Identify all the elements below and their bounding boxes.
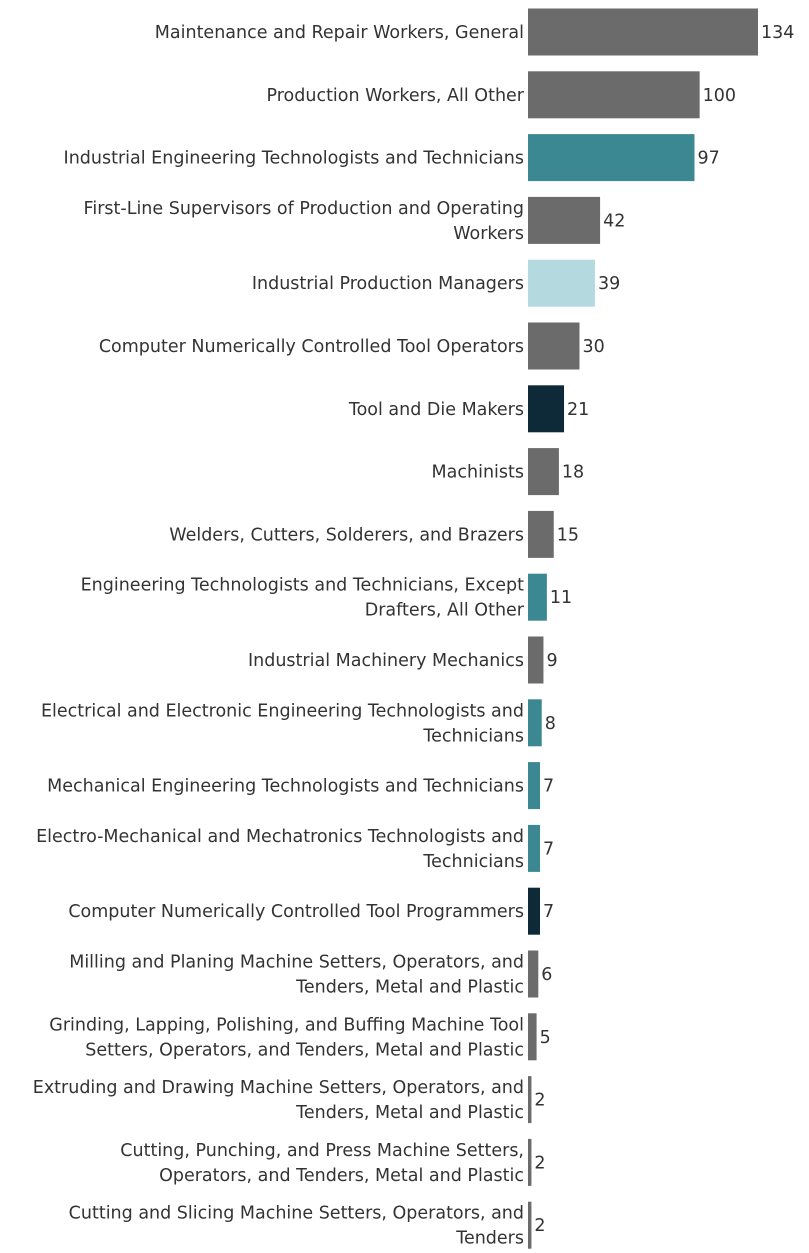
category-label-line: Electrical and Electronic Engineering Te… (41, 701, 524, 721)
category-label: Computer Numerically Controlled Tool Pro… (68, 902, 524, 922)
category-label: Industrial Machinery Mechanics (248, 651, 524, 671)
value-label: 7 (543, 777, 554, 797)
value-label: 9 (546, 651, 557, 671)
category-label: Mechanical Engineering Technologists and… (47, 777, 524, 797)
bar (528, 510, 554, 558)
bar (528, 950, 539, 998)
bar (528, 1138, 532, 1186)
category-label-line: Welders, Cutters, Solderers, and Brazers (169, 525, 524, 545)
category-label-line: Cutting and Slicing Machine Setters, Ope… (69, 1204, 524, 1224)
category-label-line: Industrial Engineering Technologists and… (64, 149, 524, 169)
category-label-line: Machinists (432, 463, 524, 483)
category-label-line: Mechanical Engineering Technologists and… (47, 777, 524, 797)
value-labels: 134 100 97 42 39 30 21 18 15 11 9 8 7 7 7 6 5 2 2 2 (534, 23, 794, 1236)
category-label: Electro-Mechanical and Mechatronics Tech… (36, 827, 524, 872)
category-label-line: Extruding and Drawing Machine Setters, O… (33, 1078, 524, 1098)
category-label: Machinists (432, 463, 524, 483)
bar (528, 636, 544, 684)
value-label: 100 (703, 86, 736, 106)
category-label-line: Industrial Production Managers (252, 274, 524, 294)
category-label: Welders, Cutters, Solderers, and Brazers (169, 525, 524, 545)
bar (528, 448, 559, 496)
category-label-line: Workers (453, 224, 524, 244)
bar (528, 385, 565, 433)
category-label: Milling and Planing Machine Setters, Ope… (69, 953, 524, 998)
value-label: 134 (761, 23, 794, 43)
value-label: 2 (534, 1091, 545, 1111)
value-label: 8 (545, 714, 556, 734)
category-label-line: Tenders, Metal and Plastic (295, 978, 524, 998)
value-label: 11 (550, 588, 572, 608)
value-label: 6 (541, 965, 552, 985)
bar (528, 134, 695, 182)
bar (528, 1013, 537, 1061)
category-label-line: Cutting, Punching, and Press Machine Set… (120, 1141, 524, 1161)
category-label-line: Industrial Machinery Mechanics (248, 651, 524, 671)
category-label-line: Production Workers, All Other (266, 86, 524, 106)
value-label: 18 (562, 463, 584, 483)
bar (528, 824, 541, 872)
bar (528, 573, 547, 621)
category-label-line: Tool and Die Makers (348, 400, 524, 420)
bar (528, 887, 541, 935)
value-label: 97 (697, 149, 719, 169)
bar (528, 699, 542, 747)
value-label: 2 (534, 1216, 545, 1236)
value-label: 39 (598, 274, 620, 294)
value-label: 5 (540, 1028, 551, 1048)
category-label-line: Setters, Operators, and Tenders, Metal a… (85, 1040, 524, 1060)
value-label: 7 (543, 839, 554, 859)
category-label: Cutting, Punching, and Press Machine Set… (120, 1141, 524, 1186)
category-labels: Maintenance and Repair Workers, General P… (33, 23, 525, 1249)
value-label: 42 (603, 211, 625, 231)
category-label: Industrial Production Managers (252, 274, 524, 294)
value-label: 15 (557, 525, 579, 545)
bar (528, 259, 595, 307)
category-label: Production Workers, All Other (266, 86, 524, 106)
category-label: First-Line Supervisors of Production and… (84, 199, 524, 244)
category-label-line: Technicians (422, 852, 524, 872)
category-label-line: Technicians (422, 726, 524, 746)
category-label: Tool and Die Makers (348, 400, 524, 420)
value-label: 30 (582, 337, 604, 357)
category-label: Engineering Technologists and Technician… (81, 576, 525, 621)
value-label: 7 (543, 902, 554, 922)
category-label-line: Milling and Planing Machine Setters, Ope… (69, 953, 524, 973)
category-label: Extruding and Drawing Machine Setters, O… (33, 1078, 524, 1123)
category-label: Electrical and Electronic Engineering Te… (41, 701, 524, 746)
bar (528, 1076, 532, 1124)
bar (528, 762, 541, 810)
category-label: Maintenance and Repair Workers, General (155, 23, 524, 43)
category-label: Industrial Engineering Technologists and… (64, 149, 524, 169)
bar (528, 1201, 532, 1249)
category-label: Cutting and Slicing Machine Setters, Ope… (69, 1204, 524, 1249)
category-label-line: Operators, and Tenders, Metal and Plasti… (159, 1166, 524, 1186)
bar (528, 322, 580, 370)
value-label: 21 (567, 400, 589, 420)
category-label-line: First-Line Supervisors of Production and… (84, 199, 524, 219)
category-label: Grinding, Lapping, Polishing, and Buffin… (49, 1015, 524, 1060)
category-label-line: Computer Numerically Controlled Tool Ope… (99, 337, 524, 357)
category-label-line: Drafters, All Other (365, 601, 525, 621)
category-label-line: Grinding, Lapping, Polishing, and Buffin… (49, 1015, 524, 1035)
bars (528, 8, 758, 1249)
value-label: 2 (534, 1153, 545, 1173)
category-label-line: Maintenance and Repair Workers, General (155, 23, 524, 43)
category-label-line: Electro-Mechanical and Mechatronics Tech… (36, 827, 524, 847)
category-label-line: Tenders (455, 1229, 524, 1249)
category-label-line: Computer Numerically Controlled Tool Pro… (68, 902, 524, 922)
category-label-line: Tenders, Metal and Plastic (295, 1103, 524, 1123)
bar (528, 71, 700, 119)
category-label-line: Engineering Technologists and Technician… (81, 576, 525, 596)
bar (528, 8, 758, 56)
category-label: Computer Numerically Controlled Tool Ope… (99, 337, 524, 357)
bar (528, 196, 601, 244)
